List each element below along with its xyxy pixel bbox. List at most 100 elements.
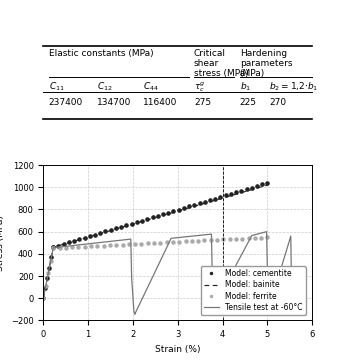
Text: 237400: 237400 [49, 98, 83, 107]
Model: cementite: (4.65, 998): cementite: (4.65, 998) [250, 185, 254, 190]
Tensile test at -60°C [290, 296, 294, 300]
Model: bainite: (4.58, 971): bainite: (4.58, 971) [246, 188, 251, 193]
Model: ferrite: (3.88, 526): ferrite: (3.88, 526) [215, 238, 219, 242]
Model: cementite: (0.803, 531): cementite: (0.803, 531) [77, 237, 82, 242]
Model: ferrite: (4.44, 538): ferrite: (4.44, 538) [240, 237, 244, 241]
Model: ferrite: (2.61, 500): ferrite: (2.61, 500) [158, 240, 162, 245]
Model: bainite: (3.31, 822): bainite: (3.31, 822) [190, 205, 194, 209]
Model: ferrite: (4.86, 547): ferrite: (4.86, 547) [259, 235, 263, 240]
Model: ferrite: (0.11, 225): ferrite: (0.11, 225) [46, 271, 50, 275]
Line: Tensile test at -60°C: Tensile test at -60°C [43, 232, 292, 314]
Model: cementite: (4.42, 969): cementite: (4.42, 969) [239, 189, 244, 193]
Model: cementite: (4.07, 927): cementite: (4.07, 927) [223, 193, 228, 198]
Model: bainite: (1.34, 592): bainite: (1.34, 592) [102, 230, 106, 235]
Text: $C_{12}$: $C_{12}$ [97, 81, 113, 93]
Legend: Model: cementite, Model: bainite, Model: ferrite, Tensile test at -60°C: Model: cementite, Model: bainite, Model:… [201, 266, 306, 315]
Model: ferrite: (3.59, 521): ferrite: (3.59, 521) [202, 238, 206, 243]
Model: cementite: (4.77, 1.01e+03): cementite: (4.77, 1.01e+03) [255, 184, 259, 188]
Text: $b_2 = 1{,}2{\cdot}b_1$: $b_2 = 1{,}2{\cdot}b_1$ [269, 81, 319, 93]
Model: ferrite: (4.72, 544): ferrite: (4.72, 544) [253, 236, 257, 240]
Model: bainite: (4.16, 921): bainite: (4.16, 921) [228, 194, 232, 198]
Model: cementite: (0.337, 474): cementite: (0.337, 474) [56, 243, 60, 248]
Tensile test at -60°C [280, 263, 284, 267]
Model: ferrite: (3.45, 518): ferrite: (3.45, 518) [196, 239, 200, 243]
Model: ferrite: (4.16, 532): ferrite: (4.16, 532) [228, 237, 232, 241]
Model: bainite: (4.3, 938): bainite: (4.3, 938) [234, 192, 238, 196]
Model: cementite: (4.53, 983): cementite: (4.53, 983) [245, 187, 249, 191]
Model: bainite: (3.73, 872): bainite: (3.73, 872) [209, 199, 213, 204]
Model: cementite: (0, 0): cementite: (0, 0) [41, 296, 45, 300]
Model: ferrite: (1.63, 479): ferrite: (1.63, 479) [114, 243, 118, 247]
Text: 116400: 116400 [143, 98, 177, 107]
Model: cementite: (0.22, 460): cementite: (0.22, 460) [51, 245, 55, 249]
Model: ferrite: (0.923, 465): ferrite: (0.923, 465) [83, 244, 87, 249]
Tensile test at -60°C [133, 312, 137, 316]
Model: bainite: (2.61, 740): bainite: (2.61, 740) [158, 214, 162, 218]
Model: ferrite: (1.06, 468): ferrite: (1.06, 468) [89, 244, 93, 248]
Model: cementite: (1.85, 658): cementite: (1.85, 658) [124, 223, 128, 228]
Model: cementite: (1.74, 644): cementite: (1.74, 644) [119, 225, 123, 229]
Tensile test at -60°C [166, 243, 170, 247]
Model: cementite: (3.25, 828): cementite: (3.25, 828) [187, 204, 191, 208]
Text: Hardening
parameters
(MPa): Hardening parameters (MPa) [240, 49, 292, 78]
Model: ferrite: (2.75, 503): ferrite: (2.75, 503) [164, 240, 169, 244]
Model: ferrite: (2.19, 491): ferrite: (2.19, 491) [139, 242, 144, 246]
Model: bainite: (4.86, 1e+03): bainite: (4.86, 1e+03) [259, 185, 263, 189]
Text: $C_{11}$: $C_{11}$ [49, 81, 65, 93]
Text: $\tau_c^g$: $\tau_c^g$ [194, 81, 205, 94]
Model: ferrite: (2.33, 494): ferrite: (2.33, 494) [146, 241, 150, 246]
Model: bainite: (3.17, 806): bainite: (3.17, 806) [184, 207, 188, 211]
Y-axis label: Stress (MPa): Stress (MPa) [0, 215, 5, 271]
Model: cementite: (0.57, 502): cementite: (0.57, 502) [67, 240, 71, 245]
Model: ferrite: (0.501, 456): ferrite: (0.501, 456) [64, 246, 68, 250]
Model: cementite: (1.62, 630): cementite: (1.62, 630) [114, 226, 118, 230]
Model: bainite: (0.22, 460): bainite: (0.22, 460) [51, 245, 55, 249]
Model: bainite: (0.055, 115): bainite: (0.055, 115) [44, 283, 48, 288]
Text: 275: 275 [194, 98, 211, 107]
Model: cementite: (2.78, 771): cementite: (2.78, 771) [166, 211, 170, 215]
Model: cementite: (0.132, 276): cementite: (0.132, 276) [47, 265, 51, 270]
Model: bainite: (3.45, 839): bainite: (3.45, 839) [196, 203, 200, 207]
Model: bainite: (3.59, 855): bainite: (3.59, 855) [202, 201, 206, 206]
Model: ferrite: (4.58, 541): ferrite: (4.58, 541) [246, 236, 251, 240]
Model: ferrite: (3.17, 512): ferrite: (3.17, 512) [184, 239, 188, 244]
Model: ferrite: (3.03, 509): ferrite: (3.03, 509) [177, 240, 181, 244]
Model: ferrite: (2.89, 506): ferrite: (2.89, 506) [171, 240, 175, 244]
Model: cementite: (2.32, 715): cementite: (2.32, 715) [145, 217, 149, 221]
Model: ferrite: (4.3, 535): ferrite: (4.3, 535) [234, 237, 238, 241]
Text: Critical
shear
stress (MPa): Critical shear stress (MPa) [194, 49, 249, 78]
Model: cementite: (2.2, 700): cementite: (2.2, 700) [140, 219, 144, 223]
Model: cementite: (2.9, 785): cementite: (2.9, 785) [171, 209, 176, 213]
Model: cementite: (3.95, 913): cementite: (3.95, 913) [218, 195, 222, 199]
Model: ferrite: (1.2, 471): ferrite: (1.2, 471) [95, 244, 100, 248]
Model: cementite: (1.04, 559): cementite: (1.04, 559) [88, 234, 92, 238]
Model: ferrite: (2.47, 497): ferrite: (2.47, 497) [152, 241, 156, 245]
Model: cementite: (2.44, 729): cementite: (2.44, 729) [151, 215, 155, 220]
Model: cementite: (2.55, 743): cementite: (2.55, 743) [156, 213, 160, 218]
Model: bainite: (1.91, 658): bainite: (1.91, 658) [127, 223, 131, 228]
Model: cementite: (1.27, 587): cementite: (1.27, 587) [98, 231, 102, 235]
Model: bainite: (0, 0): bainite: (0, 0) [41, 296, 45, 300]
Model: cementite: (3.83, 899): cementite: (3.83, 899) [213, 197, 217, 201]
Model: cementite: (0.686, 517): cementite: (0.686, 517) [72, 239, 76, 243]
Text: Elastic constants (MPa): Elastic constants (MPa) [49, 49, 153, 58]
X-axis label: Strain (%): Strain (%) [155, 345, 201, 354]
Model: bainite: (1.77, 641): bainite: (1.77, 641) [120, 225, 125, 229]
Tensile test at -60°C [41, 296, 45, 300]
Model: bainite: (4.44, 954): bainite: (4.44, 954) [240, 190, 244, 194]
Text: 270: 270 [269, 98, 286, 107]
Model: cementite: (4.88, 1.03e+03): cementite: (4.88, 1.03e+03) [260, 182, 264, 186]
Model: cementite: (0.088, 184): cementite: (0.088, 184) [45, 276, 49, 280]
Text: $b_1$: $b_1$ [240, 81, 251, 93]
Model: cementite: (3.72, 884): cementite: (3.72, 884) [208, 198, 212, 202]
Model: cementite: (3.6, 870): cementite: (3.6, 870) [203, 199, 207, 204]
Model: cementite: (4.18, 941): cementite: (4.18, 941) [229, 192, 233, 196]
Model: ferrite: (0, 0): ferrite: (0, 0) [41, 296, 45, 300]
Model: ferrite: (0.22, 450): ferrite: (0.22, 450) [51, 246, 55, 251]
Model: bainite: (0.11, 230): bainite: (0.11, 230) [46, 271, 50, 275]
Model: ferrite: (5, 550): ferrite: (5, 550) [265, 235, 270, 239]
Model: bainite: (1.49, 608): bainite: (1.49, 608) [108, 229, 112, 233]
Model: ferrite: (0.361, 453): ferrite: (0.361, 453) [58, 246, 62, 250]
Model: bainite: (3.88, 888): bainite: (3.88, 888) [215, 198, 219, 202]
Model: bainite: (3.03, 789): bainite: (3.03, 789) [177, 208, 181, 213]
